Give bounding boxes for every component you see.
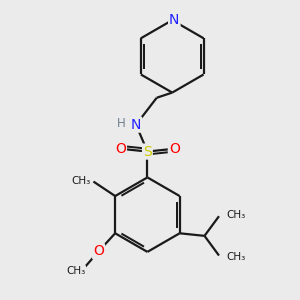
Text: CH₃: CH₃ xyxy=(226,252,245,262)
Text: CH₃: CH₃ xyxy=(226,210,245,220)
Text: O: O xyxy=(93,244,104,258)
Text: CH₃: CH₃ xyxy=(72,176,91,185)
Text: N: N xyxy=(169,13,179,27)
Text: S: S xyxy=(143,145,152,159)
Text: CH₃: CH₃ xyxy=(66,266,85,276)
Text: N: N xyxy=(131,118,141,132)
Text: H: H xyxy=(117,117,126,130)
Text: O: O xyxy=(169,142,180,156)
Text: O: O xyxy=(115,142,126,156)
